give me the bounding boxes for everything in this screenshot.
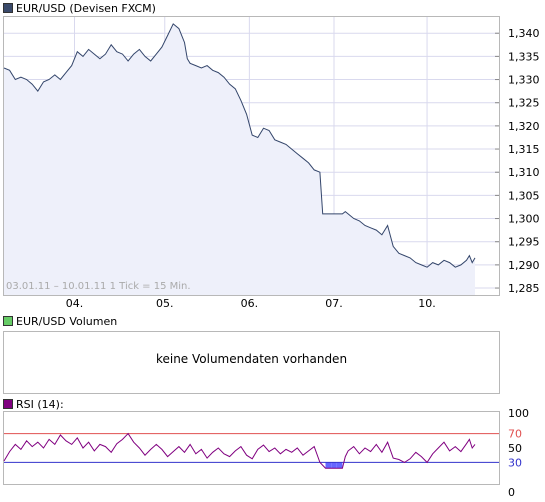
price-y-tick-label: 1,325 bbox=[508, 97, 540, 110]
price-y-tick-label: 1,315 bbox=[508, 143, 540, 156]
rsi-series-line bbox=[3, 432, 476, 469]
price-area-fill bbox=[4, 23, 475, 296]
price-y-tick-label: 1,340 bbox=[508, 27, 540, 40]
price-legend-label: EUR/USD (Devisen FXCM) bbox=[16, 2, 156, 15]
price-y-tick-label: 1,310 bbox=[508, 166, 540, 179]
price-y-tick-label: 1,330 bbox=[508, 74, 540, 87]
price-x-tick-label: 05. bbox=[156, 297, 174, 310]
rsi-y-tick-label: 100 bbox=[508, 407, 529, 420]
rsi-oversold-fill bbox=[331, 462, 337, 469]
price-x-tick-label: 04. bbox=[66, 297, 84, 310]
price-y-tick-label: 1,335 bbox=[508, 50, 540, 63]
price-legend: EUR/USD (Devisen FXCM) bbox=[3, 2, 156, 15]
volume-legend-label: EUR/USD Volumen bbox=[16, 315, 118, 328]
volume-legend: EUR/USD Volumen bbox=[3, 315, 117, 328]
volume-legend-swatch bbox=[3, 316, 13, 326]
price-y-tick-label: 1,305 bbox=[508, 189, 540, 202]
rsi-legend: RSI (14): bbox=[3, 398, 64, 411]
price-legend-swatch bbox=[3, 3, 13, 13]
range-label: 03.01.11 – 10.01.11 1 Tick = 15 Min. bbox=[6, 281, 191, 292]
rsi-y-tick-label: 0 bbox=[508, 486, 515, 499]
rsi-y-tick-label: 30 bbox=[508, 456, 522, 469]
price-x-tick-label: 06. bbox=[241, 297, 259, 310]
rsi-oversold-fill bbox=[336, 462, 343, 469]
rsi-legend-label: RSI (14): bbox=[16, 398, 64, 411]
no-volume-data-message: keine Volumendaten vorhanden bbox=[155, 352, 348, 366]
price-series-line bbox=[3, 23, 476, 268]
rsi-chart-panel bbox=[3, 411, 500, 485]
price-y-tick-label: 1,320 bbox=[508, 120, 540, 133]
rsi-y-tick-label: 70 bbox=[508, 428, 522, 441]
price-y-tick-label: 1,290 bbox=[508, 259, 540, 272]
rsi-oversold-fill bbox=[325, 462, 332, 469]
price-x-tick-label: 10. bbox=[418, 297, 436, 310]
price-y-tick-label: 1,295 bbox=[508, 236, 540, 249]
price-x-tick-label: 07. bbox=[325, 297, 343, 310]
price-y-tick-label: 1,285 bbox=[508, 282, 540, 295]
rsi-y-tick-label: 50 bbox=[508, 442, 522, 455]
volume-chart-panel: keine Volumendaten vorhanden bbox=[3, 331, 500, 394]
price-y-tick-label: 1,300 bbox=[508, 213, 540, 226]
rsi-legend-swatch bbox=[3, 399, 13, 409]
